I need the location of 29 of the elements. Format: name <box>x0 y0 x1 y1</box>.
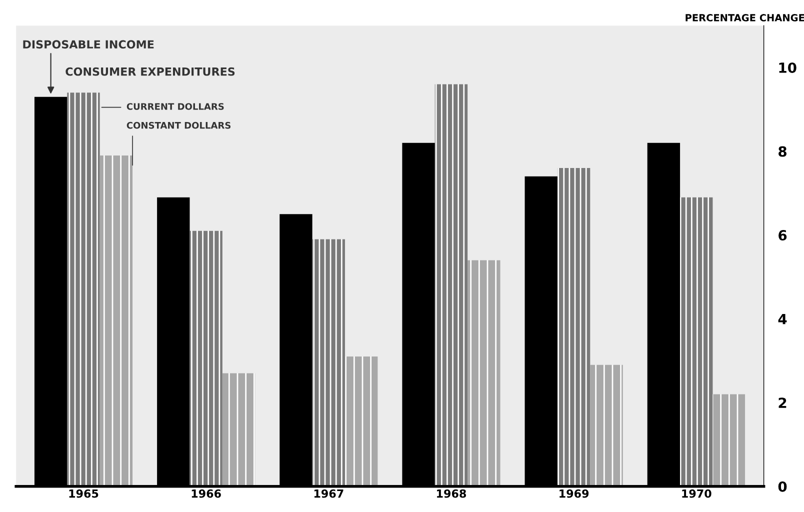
bar <box>190 230 222 486</box>
x-tick-label: 1969 <box>560 489 589 498</box>
x-tick-label: 1968 <box>437 489 466 498</box>
y-tick-label: 8 <box>778 146 786 157</box>
bar <box>434 84 468 486</box>
bar <box>312 239 345 486</box>
bar <box>590 364 623 486</box>
bar <box>557 168 590 486</box>
bar <box>222 373 256 486</box>
y-tick-label: 2 <box>778 398 786 408</box>
y-tick-label: 4 <box>778 314 787 324</box>
y-tick-label: 0 <box>778 481 787 492</box>
y-tick-label: 6 <box>778 230 787 241</box>
y-tick-label: 10 <box>779 62 796 73</box>
x-tick-label: 1966 <box>192 489 221 498</box>
bar <box>468 260 500 486</box>
x-tick-label: 1967 <box>314 489 344 498</box>
bar <box>344 356 378 486</box>
bar <box>67 92 100 486</box>
text: CONSTANT DOLLARS <box>126 122 231 129</box>
bar <box>100 155 133 486</box>
y-axis-title: PERCENTAGE CHANGE <box>686 14 804 22</box>
text: DISPOSABLE INCOME <box>23 40 154 49</box>
annotation: CONSUMER EXPENDITURES <box>66 67 235 76</box>
bar <box>680 197 713 486</box>
x-tick-label: 1965 <box>69 489 98 498</box>
text: CURRENT DOLLARS <box>126 103 224 110</box>
bar <box>712 394 746 486</box>
x-tick-label: 1970 <box>682 489 712 498</box>
